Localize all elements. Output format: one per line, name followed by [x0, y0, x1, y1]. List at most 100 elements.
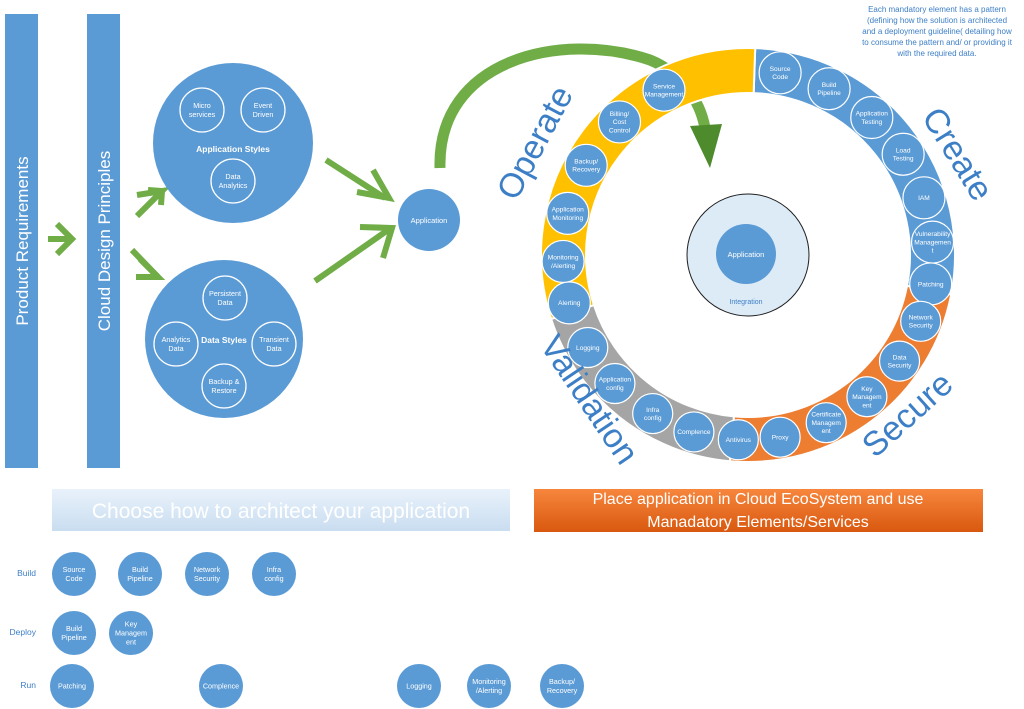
stage-run-monitoring-alerting-label-2: /Alerting	[476, 686, 502, 695]
stage-run-label: Run	[20, 680, 36, 690]
ring-create-application-testing-label-1: Application	[856, 111, 889, 118]
ring-validation-application-config-label-2: config	[606, 385, 624, 392]
data-styles-circle: Data Styles	[145, 260, 303, 418]
data-style-transient-data-label-1: Transient	[259, 335, 289, 344]
ring-operate-monitoring-alerting: Monitoring/Alerting	[541, 239, 585, 284]
stage-run-complence-label-1: Complence	[203, 682, 239, 691]
ring-operate-monitoring-alerting-label-1: Monitoring	[548, 255, 579, 262]
data-style-backup-restore-label-2: Restore	[211, 386, 236, 395]
app-style-micro-services-label-2: services	[189, 110, 216, 119]
ring-operate-monitoring-alerting-label-2: /Alerting	[551, 263, 576, 270]
data-style-backup-restore: Backup &Restore	[201, 363, 247, 409]
mandatory-element-note: Each mandatory element has a pattern (de…	[862, 5, 1012, 58]
stage-run-monitoring-alerting-label-1: Monitoring	[472, 677, 506, 686]
stage-build-source-code-label-2: Code	[65, 574, 82, 583]
stage-build-label: Build	[17, 568, 36, 578]
stage-run-patching-label-1: Patching	[58, 682, 86, 691]
arrow-to-application-top	[324, 157, 387, 201]
product-requirements-bar: Product Requirements	[5, 14, 38, 468]
ring-create-vulnerability-managemen-t-label-3: t	[932, 248, 934, 255]
ring-operate-alerting: Alerting	[547, 281, 591, 325]
ring-create-application-testing-label-2: Testing	[861, 119, 882, 126]
data-style-transient-data-label-2: Data	[266, 344, 281, 353]
stage-build-build-pipeline-label-1: Build	[132, 565, 148, 574]
ring-secure-antivirus: Antivirus	[717, 419, 759, 461]
ring-create-patching: Patching	[909, 262, 953, 306]
ring-operate-backup-recovery: Backup/Recovery	[564, 143, 608, 187]
svg-text:Application: Application	[411, 216, 448, 225]
stage-deploy-build-pipeline-label-1: Build	[66, 624, 82, 633]
ring-secure-network-security-label-1: Network	[909, 314, 934, 321]
banner-left: Choose how to architect your application	[52, 489, 510, 531]
ring-validation-complence: Complence	[673, 411, 715, 453]
ring-secure-certificate-managem-ent-label-1: Certificate	[811, 412, 841, 419]
stage-build-infra-config-label-2: config	[264, 574, 283, 583]
ring-secure-key-managem-ent-label-2: Managem	[852, 394, 882, 401]
center-application: Application Integration	[686, 193, 810, 317]
data-style-analytics-data-label-1: Analytics	[162, 335, 191, 344]
ring-create-iam: IAM	[902, 176, 946, 220]
app-style-data-analytics-label-1: Data	[225, 172, 240, 181]
ring-create-patching-label-1: Patching	[918, 281, 944, 288]
cloud-design-principles-bar: Cloud Design Principles	[87, 14, 120, 468]
ring-secure-data-security: Data Security	[878, 340, 921, 382]
product-requirements-label: Product Requirements	[13, 156, 32, 325]
ring-create-source-code-label-1: Source	[770, 66, 791, 73]
ring-operate-backup-recovery-label-2: Recovery	[572, 167, 601, 174]
ring-validation-complence-label-1: Complence	[677, 429, 711, 436]
app-style-event-driven-label-2: Driven	[253, 110, 274, 119]
stage-run-backup-recovery: Backup/Recovery	[540, 664, 584, 708]
stage-run-monitoring-alerting: Monitoring/Alerting	[467, 664, 511, 708]
ring-create-load-testing: Load Testing	[881, 132, 925, 176]
ring-secure-proxy: Proxy	[759, 416, 801, 458]
stage-build-network-security-label-2: Security	[194, 574, 220, 583]
ring-operate-alerting-label-1: Alerting	[558, 300, 581, 307]
data-style-analytics-data-label-2: Data	[168, 344, 183, 353]
ring-secure-proxy-label-1: Proxy	[772, 434, 790, 441]
banner-left-text: Choose how to architect your application	[92, 500, 470, 523]
ring-secure-key-managem-ent-label-3: ent	[862, 402, 871, 409]
ring-operate-billing-cost-control-label-1: Billing/	[610, 111, 630, 118]
ring-operate-application-monitoring-label-2: Monitoring	[552, 215, 583, 222]
ring-create-build-pipeline-label-2: Pipeline	[817, 90, 841, 97]
ring-validation-infra-config-label-1: Infra	[646, 407, 660, 414]
stage-deploy-key-managem-ent-label-1: Key	[125, 620, 138, 629]
cloud-design-principles-label: Cloud Design Principles	[95, 151, 114, 331]
stage-run-complence: Complence	[199, 664, 243, 708]
ring-create-vulnerability-managemen-t-label-1: Vulnerability	[915, 231, 951, 238]
ring-validation-logging-label-1: Logging	[576, 345, 600, 352]
stage-run-backup-recovery-label-1: Backup/	[549, 677, 575, 686]
stage-build-infra-config-label-1: Infra	[267, 565, 281, 574]
ring-create-load-testing-label-2: Testing	[893, 156, 914, 163]
center-application-label: Application	[728, 250, 765, 259]
ring-secure-antivirus-label-1: Antivirus	[726, 437, 752, 444]
data-style-backup-restore-label-1: Backup &	[209, 377, 240, 386]
app-style-data-analytics-label-2: Analytics	[219, 181, 248, 190]
stage-run-backup-recovery-label-2: Recovery	[547, 686, 578, 695]
app-style-event-driven-label-1: Event	[254, 101, 272, 110]
center-integration-label: Integration	[729, 299, 762, 306]
stage-run-logging: Logging	[397, 664, 441, 708]
ring-create-vulnerability-managemen-t-label-2: Managemen	[914, 239, 951, 246]
stage-build-build-pipeline-label-2: Pipeline	[127, 574, 153, 583]
flow-arrows	[48, 157, 396, 284]
ring-operate-service-management-label-1: Service	[653, 83, 675, 90]
